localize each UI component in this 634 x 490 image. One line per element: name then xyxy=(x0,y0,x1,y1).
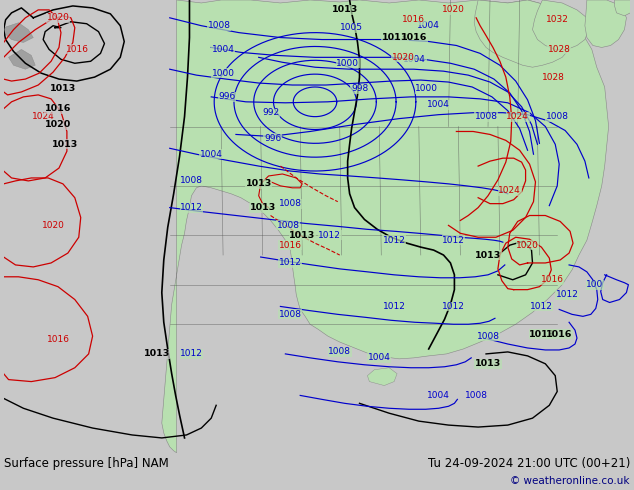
Polygon shape xyxy=(585,0,626,48)
Text: 1004: 1004 xyxy=(417,21,440,30)
Text: 1008: 1008 xyxy=(180,176,203,185)
Text: 1004: 1004 xyxy=(427,100,450,109)
Text: 996: 996 xyxy=(219,93,236,101)
Text: 1008: 1008 xyxy=(207,21,231,30)
Text: 1012: 1012 xyxy=(530,302,553,311)
Text: 1008: 1008 xyxy=(279,199,302,208)
Text: 998: 998 xyxy=(351,84,368,94)
Text: 1016: 1016 xyxy=(546,330,573,339)
Text: 1024: 1024 xyxy=(32,112,55,121)
Polygon shape xyxy=(474,0,577,67)
Text: 1008: 1008 xyxy=(328,347,351,356)
Text: 1024: 1024 xyxy=(507,112,529,121)
Text: 1013: 1013 xyxy=(250,203,276,212)
Text: 1020: 1020 xyxy=(516,241,539,250)
Text: © weatheronline.co.uk: © weatheronline.co.uk xyxy=(510,476,630,486)
Text: 1000: 1000 xyxy=(415,84,438,94)
Text: 1020: 1020 xyxy=(42,221,65,230)
Text: 1008: 1008 xyxy=(477,332,500,341)
Text: 1016: 1016 xyxy=(403,15,425,24)
Text: 1028: 1028 xyxy=(542,73,565,82)
Text: 1016: 1016 xyxy=(46,335,70,343)
Text: 1012: 1012 xyxy=(442,302,465,311)
Text: 1028: 1028 xyxy=(548,45,571,54)
Text: Surface pressure [hPa] NAM: Surface pressure [hPa] NAM xyxy=(4,457,169,470)
Text: 1012: 1012 xyxy=(383,236,406,245)
Text: 1013: 1013 xyxy=(475,250,501,260)
Text: 1004: 1004 xyxy=(212,45,235,54)
Text: 1012: 1012 xyxy=(555,290,579,299)
Text: 1020: 1020 xyxy=(46,13,70,22)
Text: 1013: 1013 xyxy=(52,140,78,149)
Polygon shape xyxy=(4,23,33,43)
Text: 1005: 1005 xyxy=(340,23,363,32)
Text: 1013: 1013 xyxy=(475,359,501,368)
Text: 992: 992 xyxy=(262,108,279,117)
Text: 1012: 1012 xyxy=(442,236,465,245)
Text: 1012: 1012 xyxy=(180,349,203,358)
Text: 1008: 1008 xyxy=(546,112,569,121)
Text: 1013: 1013 xyxy=(245,179,272,188)
Text: 1016: 1016 xyxy=(279,241,302,250)
Text: 100: 100 xyxy=(586,280,604,289)
Text: 1000: 1000 xyxy=(212,69,235,77)
Text: 1000: 1000 xyxy=(336,59,359,68)
Text: 1020: 1020 xyxy=(442,5,465,14)
Text: 1020: 1020 xyxy=(392,53,415,62)
Text: Tu 24-09-2024 21:00 UTC (00+21): Tu 24-09-2024 21:00 UTC (00+21) xyxy=(427,457,630,470)
Text: 1013: 1013 xyxy=(529,330,555,339)
Text: 1013: 1013 xyxy=(289,231,315,240)
Text: 1008: 1008 xyxy=(279,310,302,319)
Text: 1008: 1008 xyxy=(474,112,498,121)
Text: 1008: 1008 xyxy=(277,221,300,230)
Text: 1016: 1016 xyxy=(67,45,89,54)
Text: 1004: 1004 xyxy=(427,391,450,400)
Text: 1016: 1016 xyxy=(541,275,564,284)
Text: 1020: 1020 xyxy=(45,120,71,129)
Text: 1004: 1004 xyxy=(200,150,223,159)
Polygon shape xyxy=(614,0,630,16)
Polygon shape xyxy=(9,49,36,69)
Text: 1008: 1008 xyxy=(465,391,488,400)
Text: 1013: 1013 xyxy=(332,5,358,14)
Polygon shape xyxy=(533,0,589,49)
Text: 1024: 1024 xyxy=(498,186,521,196)
Text: 996: 996 xyxy=(264,134,281,143)
Text: 1016: 1016 xyxy=(401,33,427,42)
Text: 1004: 1004 xyxy=(368,353,391,363)
Text: 1012: 1012 xyxy=(279,258,302,268)
Text: 1016: 1016 xyxy=(45,104,71,113)
Polygon shape xyxy=(162,0,609,453)
Text: 1013: 1013 xyxy=(50,84,76,94)
Text: 1012: 1012 xyxy=(318,231,341,240)
Text: 1012: 1012 xyxy=(383,302,406,311)
Text: 1013: 1013 xyxy=(382,33,408,42)
Text: 1013: 1013 xyxy=(144,349,170,358)
Text: 1032: 1032 xyxy=(546,15,569,24)
Polygon shape xyxy=(368,368,397,386)
Text: 1012: 1012 xyxy=(180,203,203,212)
Text: 1004: 1004 xyxy=(403,55,426,64)
